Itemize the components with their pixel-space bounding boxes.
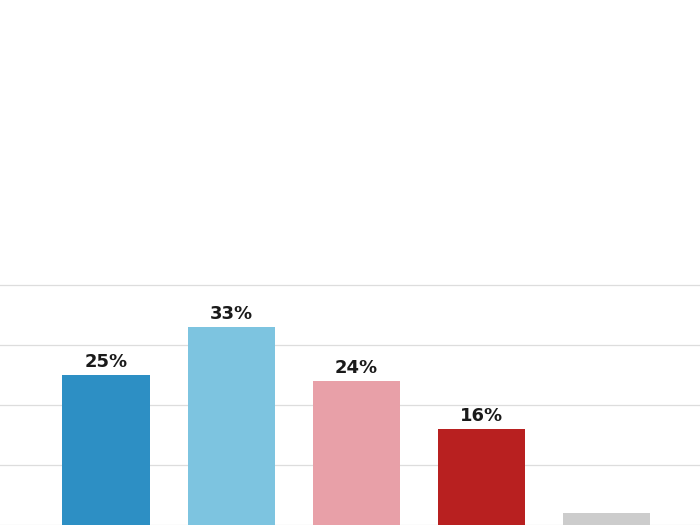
Text: 25%: 25% bbox=[85, 353, 128, 371]
Text: 16%: 16% bbox=[460, 407, 503, 425]
Bar bbox=[62, 375, 150, 525]
Bar bbox=[188, 327, 275, 525]
Text: 33%: 33% bbox=[210, 305, 253, 323]
Text: 24%: 24% bbox=[335, 359, 378, 377]
Bar bbox=[563, 513, 650, 525]
Bar bbox=[312, 381, 400, 525]
Bar bbox=[438, 429, 525, 525]
